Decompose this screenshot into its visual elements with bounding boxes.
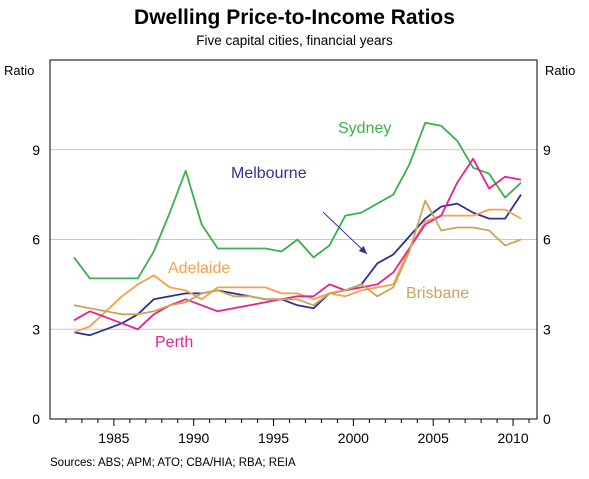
melbourne-pointer-line	[322, 211, 368, 255]
x-tick-label: 1995	[258, 430, 289, 446]
y-tick-label-left: 0	[32, 411, 40, 427]
y-tick-label-left: 9	[32, 142, 40, 158]
plot-area-frame	[49, 59, 538, 420]
y-axis-label-right: Ratio	[545, 63, 575, 78]
annotations: Sydney Melbourne Adelaide Perth Brisbane	[155, 120, 469, 351]
series-label-sydney: Sydney	[338, 120, 391, 137]
axis-ticks: 0 0 3 3 6 6 9 9 1985 1990 1995 2000 2005 2010	[32, 142, 551, 446]
y-tick-label-right: 9	[543, 142, 551, 158]
chart-subtitle: Five capital cities, financial years	[196, 33, 393, 48]
x-tick-label: 1985	[98, 430, 129, 446]
melbourne-pointer-arrowhead	[358, 245, 367, 254]
series-label-melbourne: Melbourne	[231, 165, 307, 182]
series-line-adelaide	[73, 208, 522, 334]
y-tick-label-left: 6	[32, 232, 40, 248]
y-tick-label-left: 3	[32, 321, 40, 337]
source-note: Sources: ABS; APM; ATO; CBA/HIA; RBA; RE…	[50, 457, 296, 469]
chart-title: Dwelling Price-to-Income Ratios	[134, 6, 455, 29]
x-tick-label: 2010	[497, 430, 528, 446]
x-tick-label: 1990	[178, 430, 209, 446]
y-tick-label-right: 6	[543, 232, 551, 248]
gridlines	[50, 149, 537, 330]
series-label-adelaide: Adelaide	[168, 260, 230, 277]
y-tick-label-right: 0	[543, 411, 551, 427]
series-line-brisbane	[73, 199, 522, 316]
series-lines	[73, 121, 522, 337]
y-axis-label-left: Ratio	[4, 63, 34, 78]
x-tick-label: 2005	[418, 430, 449, 446]
series-line-sydney	[73, 121, 522, 280]
series-label-perth: Perth	[155, 334, 193, 351]
series-label-brisbane: Brisbane	[406, 285, 469, 302]
x-tick-label: 2000	[338, 430, 369, 446]
series-line-perth	[73, 157, 522, 331]
y-tick-label-right: 3	[543, 321, 551, 337]
